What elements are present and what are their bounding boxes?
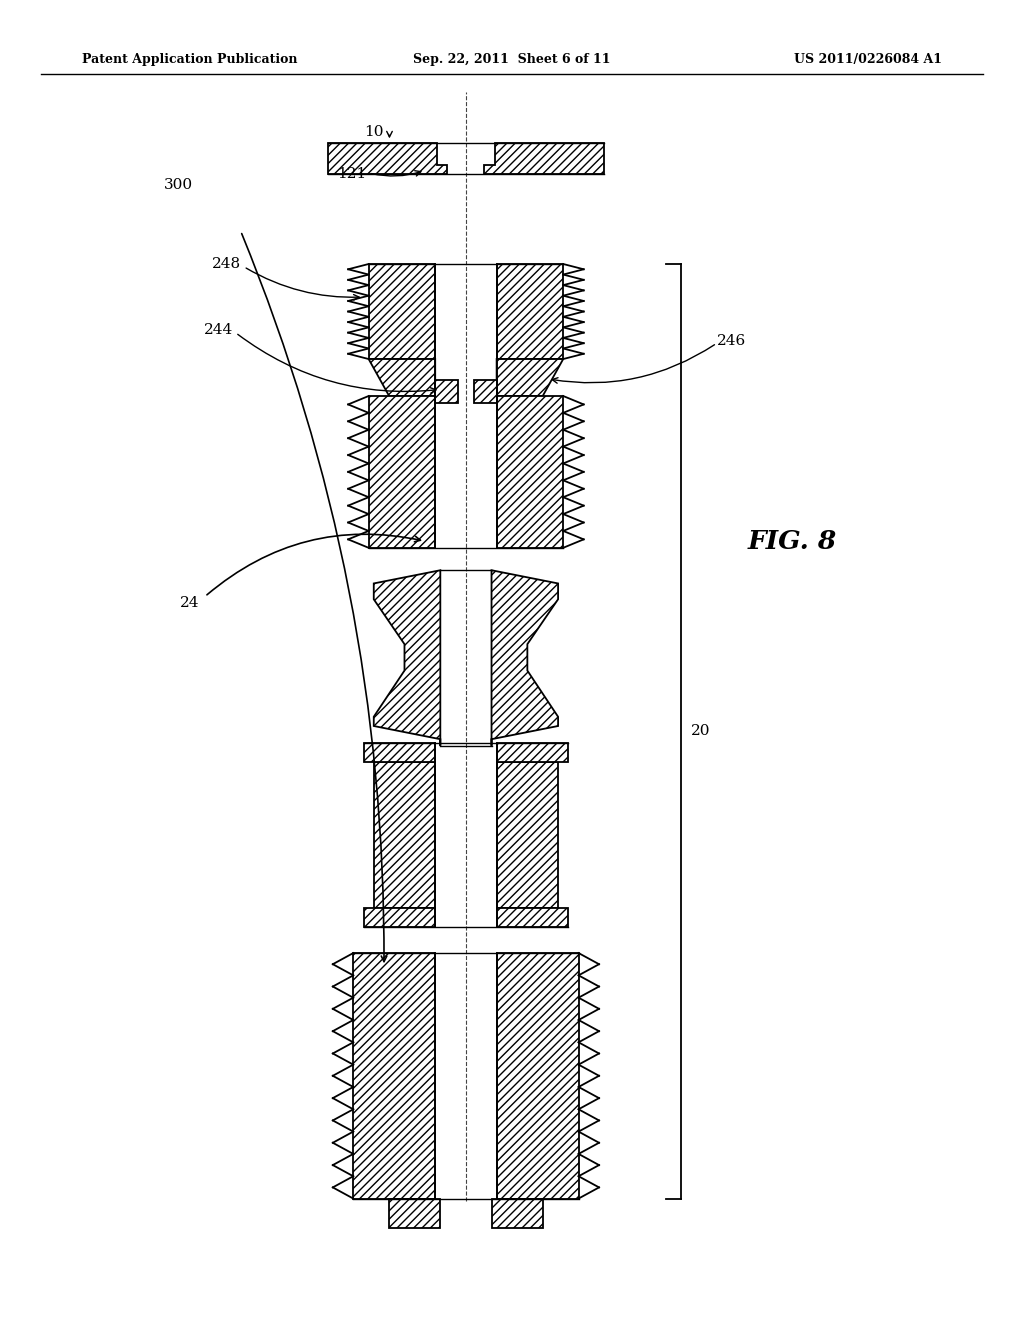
Text: 20: 20 xyxy=(691,725,711,738)
Polygon shape xyxy=(497,908,568,927)
Text: US 2011/0226084 A1: US 2011/0226084 A1 xyxy=(794,53,942,66)
Text: 244: 244 xyxy=(204,323,233,337)
Polygon shape xyxy=(497,743,568,762)
Polygon shape xyxy=(492,1199,543,1228)
Polygon shape xyxy=(497,264,563,359)
Text: 10: 10 xyxy=(365,125,384,139)
Text: 24: 24 xyxy=(180,597,200,610)
Polygon shape xyxy=(369,396,435,548)
Text: 248: 248 xyxy=(212,257,241,271)
Polygon shape xyxy=(364,908,435,927)
Polygon shape xyxy=(389,1199,440,1228)
Text: 246: 246 xyxy=(717,334,746,347)
Text: Patent Application Publication: Patent Application Publication xyxy=(82,53,297,66)
Text: 121: 121 xyxy=(337,168,367,181)
Polygon shape xyxy=(374,570,440,746)
Polygon shape xyxy=(374,762,435,908)
Text: FIG. 8: FIG. 8 xyxy=(748,529,837,553)
Polygon shape xyxy=(497,359,563,396)
Polygon shape xyxy=(369,264,435,359)
Polygon shape xyxy=(474,380,497,403)
Polygon shape xyxy=(435,380,458,403)
Polygon shape xyxy=(497,953,579,1199)
Text: 300: 300 xyxy=(164,178,193,191)
Polygon shape xyxy=(364,743,435,762)
Polygon shape xyxy=(353,953,435,1199)
Polygon shape xyxy=(369,359,435,396)
Text: Sep. 22, 2011  Sheet 6 of 11: Sep. 22, 2011 Sheet 6 of 11 xyxy=(414,53,610,66)
Polygon shape xyxy=(484,143,604,174)
Polygon shape xyxy=(497,396,563,548)
Polygon shape xyxy=(497,762,558,908)
Polygon shape xyxy=(328,143,447,174)
Polygon shape xyxy=(492,570,558,746)
